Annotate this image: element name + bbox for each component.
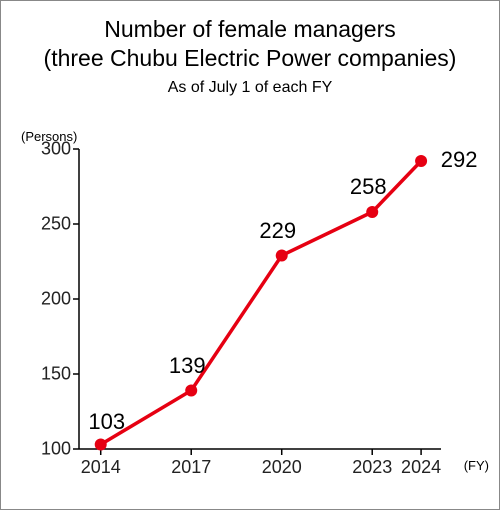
x-tick-label: 2014 (81, 449, 121, 478)
data-marker (415, 155, 427, 167)
x-tick-label: 2024 (401, 449, 441, 478)
chart-svg (79, 149, 441, 449)
chart-subtitle: As of July 1 of each FY (1, 79, 499, 97)
data-label: 229 (259, 218, 296, 244)
x-tick-label: 2017 (171, 449, 211, 478)
data-marker (276, 250, 288, 262)
data-label: 103 (88, 409, 125, 435)
chart-frame: Number of female managers (three Chubu E… (0, 0, 500, 510)
data-marker (366, 206, 378, 218)
x-tick-label: 2020 (262, 449, 302, 478)
x-tick-label: 2023 (352, 449, 392, 478)
data-label: 292 (441, 147, 478, 173)
y-tick-label: 100 (41, 439, 79, 460)
data-label: 139 (169, 353, 206, 379)
data-marker (185, 385, 197, 397)
y-tick-label: 300 (41, 139, 79, 160)
x-axis-unit-label: (FY) (464, 458, 489, 473)
y-tick-label: 200 (41, 289, 79, 310)
title-line-1: Number of female managers (104, 16, 395, 42)
y-tick-label: 250 (41, 214, 79, 235)
y-tick-label: 150 (41, 364, 79, 385)
plot-area: 1001502002503002014201720202023202410313… (79, 149, 441, 449)
title-line-2: (three Chubu Electric Power companies) (44, 45, 457, 71)
chart-title: Number of female managers (three Chubu E… (1, 15, 499, 73)
data-line (101, 161, 421, 445)
data-label: 258 (350, 174, 387, 200)
